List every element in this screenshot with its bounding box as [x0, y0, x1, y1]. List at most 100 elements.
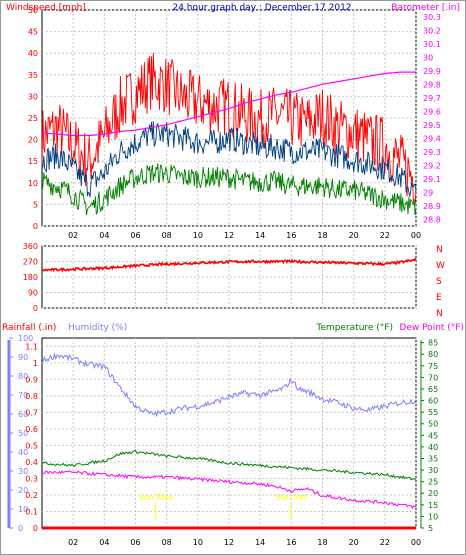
- temperature-tick-label: 85: [428, 339, 438, 348]
- x-tick-label: 22: [380, 231, 390, 240]
- direction-tick-label: 270: [23, 258, 38, 267]
- series-wind-direction: [41, 257, 417, 273]
- x-tick-label: 16: [286, 538, 296, 547]
- temperature-tick-label: 40: [428, 443, 438, 452]
- temperature-tick-label: 10: [428, 512, 438, 521]
- rain-humidity-temp-panel: Sun Rise Sun Set 010203040506070809010000…: [2, 323, 464, 547]
- barometer-tick-label: 29.3: [423, 148, 441, 157]
- temperature-tick-label: 50: [428, 420, 438, 429]
- temperature-axis-label: Temperature (°F): [315, 323, 393, 333]
- series-windspeed: [41, 163, 417, 216]
- humidity-tick-label: 80: [18, 372, 28, 381]
- humidity-tick-label: 100: [18, 334, 33, 343]
- rain-tick-label: 1.1: [25, 342, 38, 351]
- windspeed-tick-label: 20: [28, 136, 38, 145]
- rain-tick-label: 0.8: [25, 392, 38, 401]
- rain-tick-label: 0.1: [25, 507, 38, 516]
- x-tick-label: 10: [193, 231, 203, 240]
- rain-tick-label: 0.2: [25, 491, 38, 500]
- x-tick-label: 02: [68, 538, 78, 547]
- barometer-tick-label: 30.3: [423, 13, 441, 22]
- rain-tick-label: 1: [33, 359, 38, 368]
- x-tick-label: 18: [317, 231, 327, 240]
- compass-label: N: [436, 309, 443, 319]
- windspeed-tick-label: 30: [28, 92, 38, 101]
- x-tick-label: 02: [68, 231, 78, 240]
- barometer-tick-label: 29.6: [423, 107, 441, 116]
- barometer-tick-label: 29.2: [423, 161, 441, 170]
- windspeed-tick-label: 25: [28, 114, 38, 123]
- rain-tick-label: 0: [33, 524, 38, 533]
- windspeed-tick-label: 45: [28, 28, 38, 37]
- x-tick-label: 04: [99, 231, 109, 240]
- windspeed-tick-label: 50: [28, 6, 38, 15]
- rain-tick-label: 0.6: [25, 425, 38, 434]
- barometer-tick-label: 28.9: [423, 202, 441, 211]
- rain-tick-label: 0.3: [25, 474, 38, 483]
- chart-title: 24 hour graph day : December 17 2012: [172, 3, 351, 13]
- sun-event-label: Sun Set: [276, 493, 307, 502]
- barometer-tick-label: 30.2: [423, 26, 441, 35]
- temperature-tick-label: 70: [428, 373, 438, 382]
- series-barometer: [41, 71, 416, 137]
- x-tick-label: 12: [224, 231, 234, 240]
- temperature-tick-label: 35: [428, 454, 438, 463]
- humidity-tick-label: 60: [18, 410, 28, 419]
- temperature-tick-label: 60: [428, 397, 438, 406]
- x-tick-label: 06: [130, 231, 140, 240]
- barometer-tick-label: 30: [423, 53, 433, 62]
- direction-tick-label: 0: [33, 304, 38, 313]
- sun-event-label: Sun Rise: [138, 493, 173, 502]
- compass-label: E: [436, 293, 442, 303]
- rainfall-axis-label: Rainfall (.in): [2, 323, 56, 333]
- rain-temp-series: Sun Rise Sun Set: [41, 352, 417, 530]
- barometer-tick-label: 29.8: [423, 80, 441, 89]
- compass-label: W: [436, 261, 445, 271]
- barometer-tick-label: 29.5: [423, 121, 441, 130]
- x-tick-label: 06: [130, 538, 140, 547]
- direction-tick-label: 360: [23, 242, 38, 251]
- temperature-tick-label: 80: [428, 350, 438, 359]
- humidity-tick-label: 10: [18, 505, 28, 514]
- windspeed-tick-label: 10: [28, 179, 38, 188]
- x-tick-label: 14: [255, 538, 265, 547]
- rain-tick-label: 0.5: [25, 441, 38, 450]
- compass-label: N: [436, 245, 443, 255]
- rain-temp-ticks: 010203040506070809010000.10.20.30.40.50.…: [7, 334, 438, 547]
- humidity-tick-label: 20: [18, 486, 28, 495]
- barometer-tick-label: 29.9: [423, 67, 441, 76]
- humidity-tick-label: 0: [18, 524, 23, 533]
- x-tick-label: 08: [162, 231, 172, 240]
- temperature-tick-label: 65: [428, 385, 438, 394]
- windspeed-axis-label: Windspeed [mph]: [6, 3, 86, 13]
- humidity-axis-label: Humidity (%): [68, 323, 127, 333]
- windspeed-tick-label: 0: [33, 222, 38, 231]
- temperature-tick-label: 25: [428, 478, 438, 487]
- barometer-axis-label: Barometer [.in]: [391, 3, 460, 13]
- windspeed-tick-label: 40: [28, 49, 38, 58]
- temperature-tick-label: 45: [428, 431, 438, 440]
- windspeed-tick-label: 35: [28, 71, 38, 80]
- barometer-tick-label: 29.4: [423, 134, 441, 143]
- barometer-tick-label: 30.1: [423, 40, 441, 49]
- series-temperature: [41, 449, 417, 480]
- x-tick-label: 00: [411, 538, 421, 547]
- x-tick-label: 10: [193, 538, 203, 547]
- humidity-tick-label: 90: [18, 353, 28, 362]
- humidity-tick-label: 40: [18, 448, 28, 457]
- wind-panel-series: [41, 52, 417, 216]
- x-tick-label: 14: [255, 231, 265, 240]
- compass-label: S: [436, 277, 442, 287]
- wind-panel-ticks: 0 5 10 15 20 25 30 35 40 45 50 28.8 28.9 29 29.1 29.2 29…: [28, 6, 441, 240]
- rain-tick-label: 0.9: [25, 375, 38, 384]
- x-tick-label: 08: [162, 538, 172, 547]
- humidity-tick-label: 70: [18, 391, 28, 400]
- series-average-windspeed: [41, 121, 417, 198]
- wind-panel: 0 5 10 15 20 25 30 35 40 45 50 28.8 28.9 29 29.1 29.2 29…: [6, 3, 460, 240]
- x-tick-label: 20: [349, 538, 359, 547]
- temperature-tick-label: 15: [428, 501, 438, 510]
- barometer-tick-label: 28.8: [423, 215, 441, 224]
- temperature-tick-label: 20: [428, 489, 438, 498]
